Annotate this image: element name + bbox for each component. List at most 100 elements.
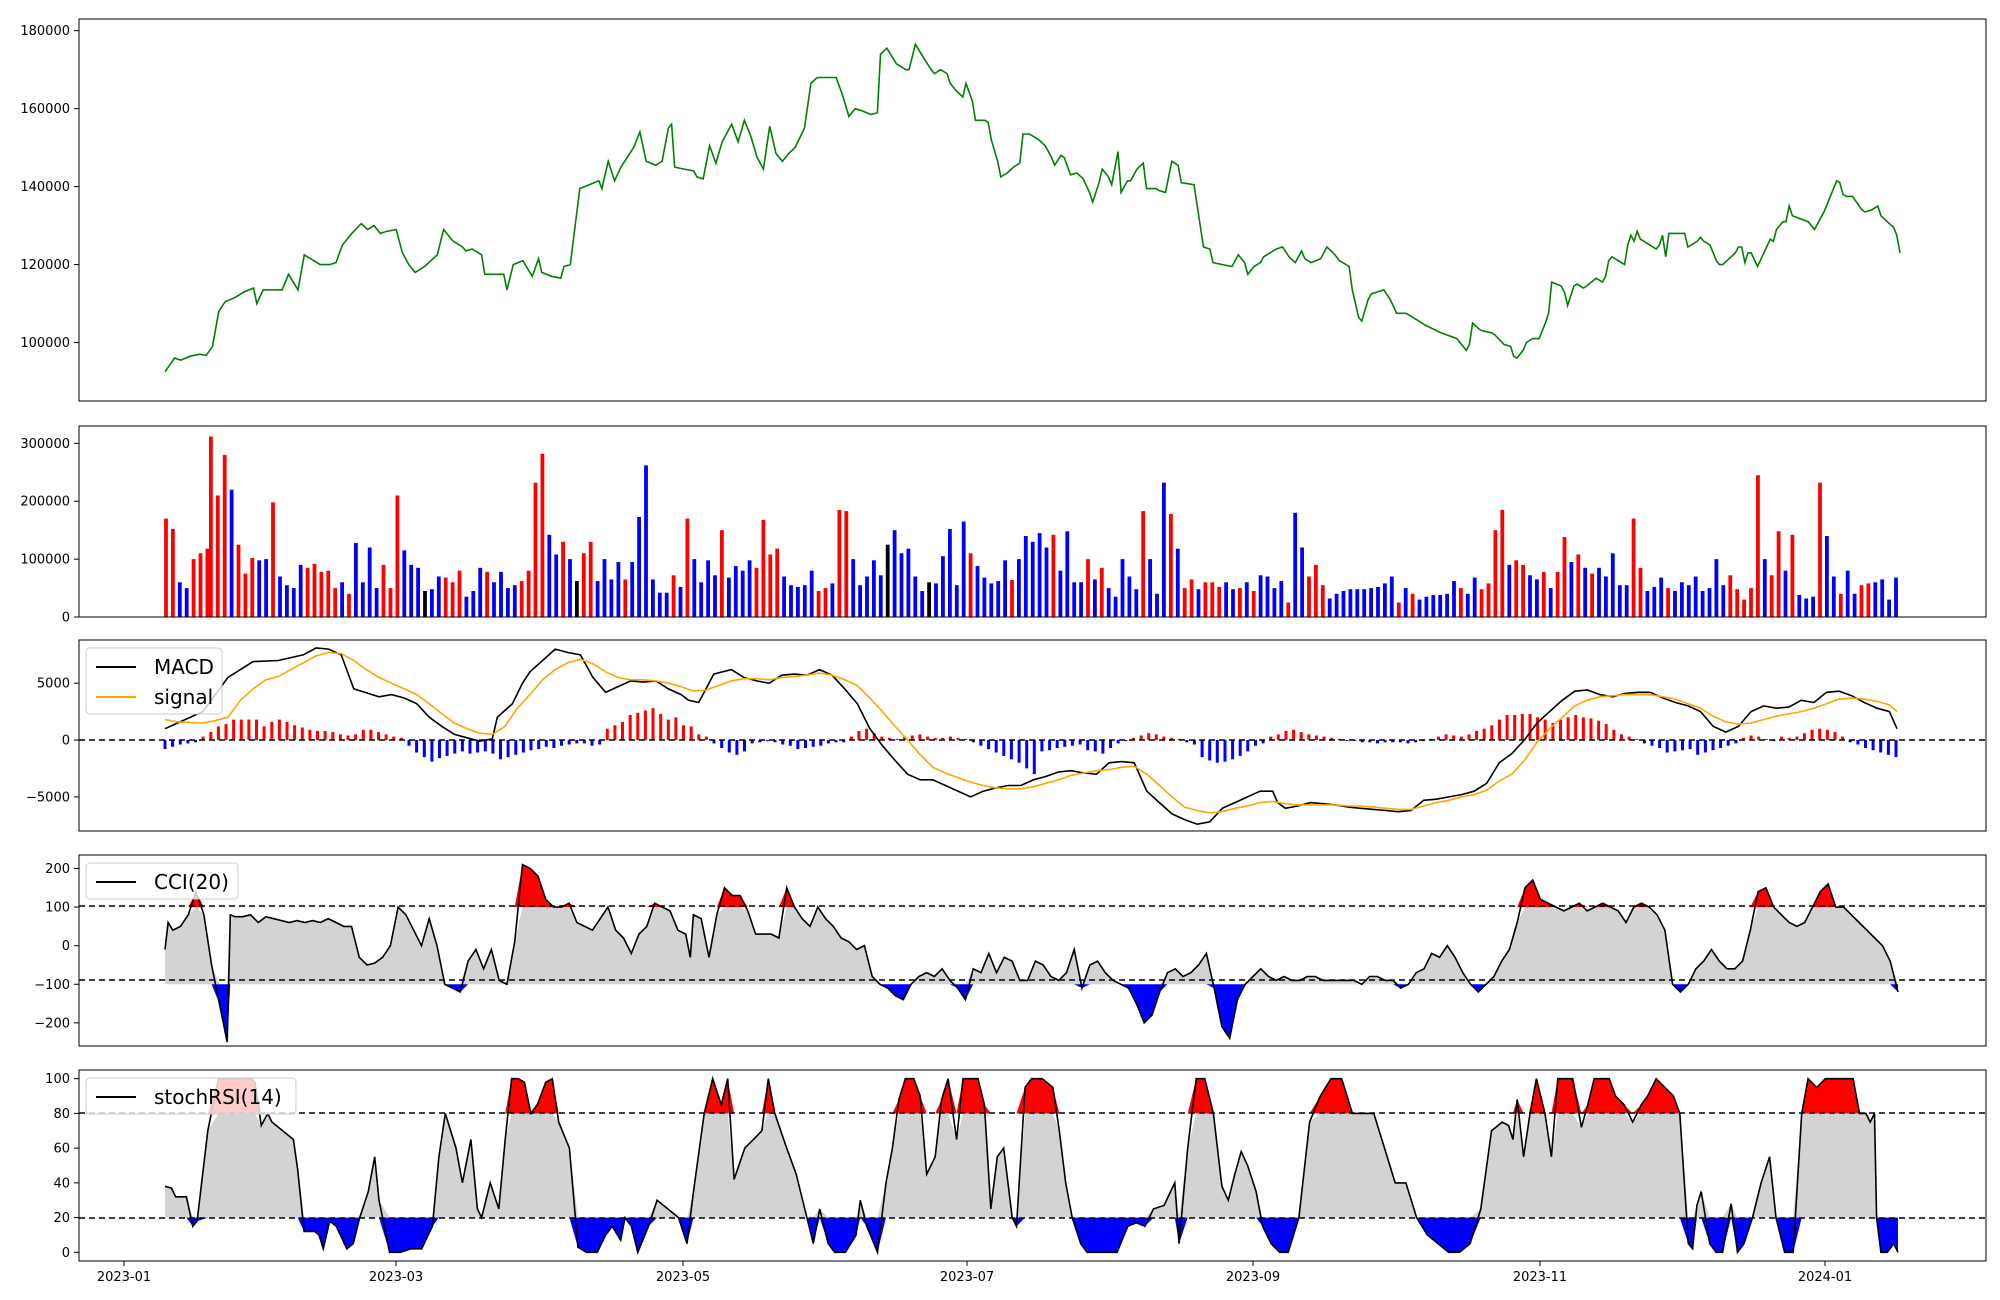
volume-bar [782, 576, 786, 617]
macd-histogram-bar [514, 740, 518, 755]
volume-bar [561, 541, 565, 617]
volume-bar [1148, 559, 1152, 617]
volume-bar [1072, 582, 1077, 617]
volume-bar [1369, 588, 1373, 617]
ytick-label: 140000 [20, 180, 70, 195]
volume-bar [526, 570, 531, 617]
macd-histogram-bar [1238, 740, 1242, 756]
volume-bar [1465, 593, 1470, 617]
macd-histogram-bar [1612, 729, 1616, 740]
xtick-label: 2023-03 [369, 1270, 423, 1285]
ytick-label: 100000 [20, 336, 70, 351]
macd-histogram-bar [1200, 740, 1204, 758]
volume-bar [1127, 576, 1132, 617]
volume-bar [616, 562, 621, 617]
volume-bar [1258, 575, 1263, 617]
volume-bar [1500, 509, 1505, 617]
volume-bar [1472, 577, 1477, 617]
date-axis: 2023-01 2023-03 2023-05 2023-07 2023-09 2023-… [97, 1261, 1852, 1285]
macd-histogram-bar [674, 717, 678, 740]
macd-histogram-bar [1833, 732, 1837, 741]
volume-bar [830, 583, 835, 617]
macd-histogram-bar [613, 725, 617, 741]
macd-histogram-bar [1261, 740, 1265, 744]
volume-bar [1714, 559, 1719, 617]
ytick-label: 180000 [20, 24, 70, 39]
volume-bar [1286, 602, 1291, 617]
macd-histogram-bar [1650, 740, 1654, 746]
macd-histogram-bar [338, 734, 342, 741]
volume-bar [164, 518, 168, 617]
volume-bar [1079, 582, 1083, 617]
volume-bar [1417, 599, 1422, 617]
macd-histogram-bar [1116, 740, 1120, 744]
volume-bar [222, 454, 227, 617]
volume-bar [1023, 536, 1028, 617]
macd-histogram-bar [857, 731, 861, 741]
volume-bar [1756, 475, 1760, 617]
volume-bar [443, 577, 448, 617]
macd-histogram-bar [1269, 736, 1273, 740]
volume-bar [823, 588, 828, 617]
volume-bar [865, 576, 869, 617]
macd-histogram-bar [316, 731, 319, 741]
stochrsi-legend-box [85, 1077, 297, 1115]
volume-bar [1528, 575, 1532, 617]
ytick-label: 100 [45, 1072, 70, 1087]
volume-bar [1838, 593, 1843, 617]
volume-bar [1873, 582, 1878, 617]
volume-bar [1825, 536, 1829, 617]
volume-bar [506, 588, 510, 617]
cci-line [164, 863, 1899, 1043]
macd-histogram-bar [300, 727, 304, 740]
macd-histogram-bar [811, 740, 815, 747]
volume-bar [1224, 582, 1228, 617]
macd-histogram-bar [1764, 738, 1768, 740]
volume-bar [872, 560, 876, 617]
volume-bar [215, 495, 220, 617]
macd-histogram-bar [659, 713, 663, 740]
macd-histogram-bar [552, 740, 556, 748]
macd-histogram-bar [979, 740, 983, 746]
volume-bar [1597, 567, 1601, 617]
macd-histogram-bar [171, 740, 175, 747]
ytick-label: 40 [53, 1176, 70, 1191]
ytick-label: 300000 [20, 437, 70, 452]
volume-bar [851, 559, 856, 617]
macd-histogram-bar [1307, 734, 1311, 741]
macd-histogram-bar [1825, 729, 1829, 740]
volume-bar [264, 559, 268, 617]
volume-bar [1459, 588, 1463, 617]
volume-bar [768, 554, 773, 617]
stochrsi-fills [165, 1078, 1898, 1253]
macd-histogram-bar [1864, 740, 1867, 748]
volume-bar [478, 567, 483, 617]
macd-histogram-bar [1528, 713, 1532, 740]
ytick-label: 60 [53, 1142, 70, 1157]
xtick-label: 2024-01 [1798, 1270, 1852, 1285]
stochrsi-plot-frame [78, 1069, 1987, 1262]
volume-bar [291, 588, 296, 617]
macd-histogram-bar [560, 740, 563, 746]
volume-bar [920, 591, 925, 617]
macd-histogram-bar [689, 726, 693, 740]
ytick-label: 0 [62, 611, 70, 626]
volume-bar [892, 530, 897, 617]
volume-bar [243, 573, 248, 617]
volume-bar [1272, 588, 1277, 617]
volume-bar [512, 585, 517, 617]
macd-histogram-bar [1048, 740, 1052, 751]
cci-legend-box [85, 862, 239, 900]
volume-bar [457, 570, 462, 617]
volume-bar [727, 577, 731, 617]
volume-bar [1845, 570, 1850, 617]
volume-bar [1742, 599, 1746, 617]
xtick-label: 2023-05 [656, 1270, 710, 1285]
macd-histogram-bar [1719, 740, 1723, 748]
macd-histogram-bar [575, 740, 579, 744]
volume-bar [1424, 596, 1429, 617]
volume-bar [1134, 589, 1139, 617]
macd-histogram-bar [1627, 736, 1631, 740]
ytick-label: 0 [62, 939, 70, 954]
